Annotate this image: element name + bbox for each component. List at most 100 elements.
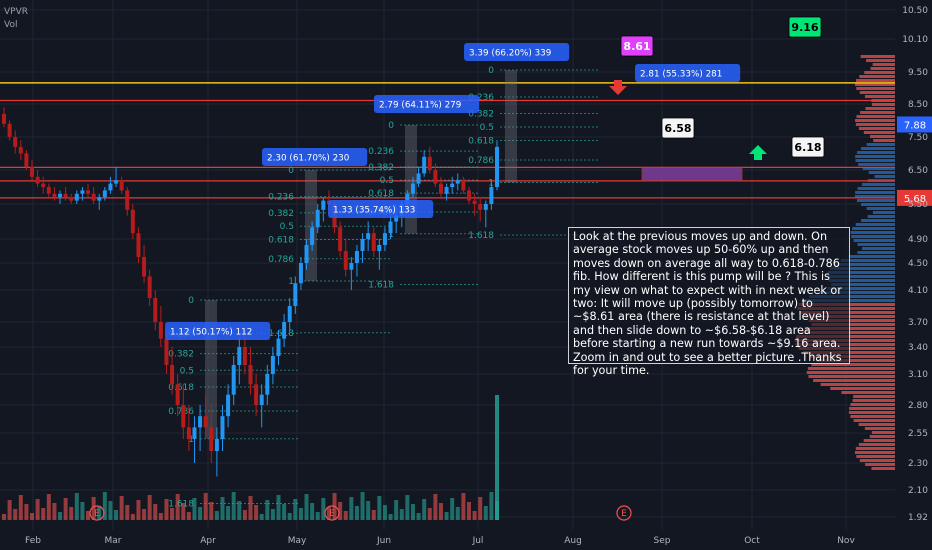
volume-profile-bar — [854, 451, 895, 454]
volume-bar — [354, 506, 359, 520]
volume-profile-bar — [809, 355, 895, 358]
volume-profile-bar — [831, 283, 895, 286]
volume-profile-bar — [861, 147, 895, 150]
candle-body — [153, 298, 158, 322]
volume-bar — [293, 499, 298, 520]
volume-profile-bar — [849, 407, 895, 410]
candle-body — [192, 427, 197, 439]
fib-label: 1.618 — [368, 281, 394, 291]
volume-bar — [237, 501, 242, 520]
fib-label: 0.382 — [168, 350, 194, 360]
volume-profile-bar — [855, 155, 895, 158]
volume-bar — [158, 513, 163, 520]
price-callout-bg — [620, 35, 654, 57]
volume-profile-bar — [862, 167, 895, 170]
y-axis: 10.50 10.10 9.50 8.50 7.50 6.50 5.50 4.90 4.50 4.… — [902, 6, 928, 523]
candle-body — [338, 227, 343, 251]
volume-profile-bar — [852, 399, 895, 402]
volume-profile-bar — [809, 295, 895, 298]
volume-bar — [24, 504, 29, 520]
candle-body — [58, 193, 63, 198]
x-tick-label: Jul — [472, 536, 484, 546]
earnings-event-icon — [89, 505, 105, 521]
volume-profile-bar — [811, 323, 895, 326]
fib-label: 0.5 — [380, 176, 394, 186]
earnings-event-label: E — [621, 509, 627, 519]
price-callout-bg — [788, 16, 822, 38]
volume-profile-bar — [856, 455, 895, 458]
volume-bar — [422, 499, 427, 520]
volume-profile-bar — [853, 395, 895, 398]
earnings-event-icon — [324, 505, 340, 521]
y-tick-label: 3.10 — [908, 370, 928, 380]
candle-body — [455, 180, 460, 184]
volume-bar — [175, 494, 180, 520]
fib-label: 0 — [288, 166, 294, 176]
candle-body — [125, 190, 130, 210]
volume-profile-bar — [871, 431, 895, 434]
volume-bar — [427, 508, 432, 520]
volume-profile-bar — [858, 423, 895, 426]
volume-profile-bar — [855, 191, 895, 194]
volume-profile-bar — [855, 447, 895, 450]
fib-label: 0 — [488, 66, 494, 76]
candle-body — [119, 180, 124, 191]
volume-bar — [254, 505, 259, 520]
candle-body — [310, 227, 315, 245]
volume-profile-bar — [871, 467, 895, 470]
volume-profile-bar — [861, 219, 895, 222]
volume-bar — [164, 499, 169, 520]
volume-bar — [410, 504, 415, 520]
volume-bar — [231, 492, 236, 520]
volume-profile-bar — [813, 379, 895, 382]
price-callout-bg — [791, 136, 825, 158]
candle-body — [371, 233, 376, 251]
candle-body — [450, 183, 455, 187]
volume-profile-bar — [872, 211, 895, 214]
candle-body — [41, 183, 46, 187]
volume-profile-bar — [848, 255, 895, 258]
fib-label: 0.618 — [468, 137, 494, 147]
y-tick-label: 1.92 — [908, 513, 928, 523]
volume-profile-bar — [827, 287, 895, 290]
volume-bar — [478, 497, 483, 520]
candle-body — [254, 384, 259, 405]
candle-body — [203, 416, 208, 428]
candle-body — [349, 263, 354, 270]
y-tick-label: 4.50 — [908, 259, 928, 269]
volume-bar — [125, 505, 130, 520]
candle-body — [422, 156, 427, 174]
candle-body — [444, 187, 449, 194]
candle-body — [114, 180, 119, 184]
fib-label: 1.618 — [168, 500, 194, 510]
measure-box — [505, 70, 517, 183]
volume-bar — [466, 502, 471, 520]
volume-profile-bar — [868, 171, 895, 174]
candle-body — [186, 427, 191, 439]
candle-body — [170, 365, 175, 385]
volume-bar — [326, 507, 331, 520]
candle-body — [265, 374, 270, 395]
measure-label-bg — [635, 64, 741, 82]
volume-profile-bar — [864, 71, 895, 74]
candle-body — [315, 209, 320, 228]
candle-body — [69, 197, 74, 201]
candle-body — [130, 209, 135, 234]
volume-bars — [2, 395, 499, 520]
candle-body — [231, 365, 236, 395]
volume-bar — [97, 506, 102, 520]
fib-label: 0.786 — [268, 255, 294, 265]
volume-bar — [170, 508, 175, 520]
candle-body — [142, 257, 147, 277]
candle-body — [74, 193, 79, 201]
x-axis: Feb Mar Apr May Jun Jul Aug Sep Oct Nov — [25, 536, 855, 546]
fib-label: 1 — [188, 435, 194, 445]
volume-bar — [209, 502, 214, 520]
y-tick-label: 2.80 — [908, 401, 928, 411]
volume-bar — [30, 513, 35, 520]
measure-label-bg — [464, 43, 570, 61]
candle-body — [489, 187, 494, 204]
candle-body — [259, 394, 264, 405]
volume-profile-bar — [864, 95, 895, 98]
volume-bar — [41, 508, 46, 520]
